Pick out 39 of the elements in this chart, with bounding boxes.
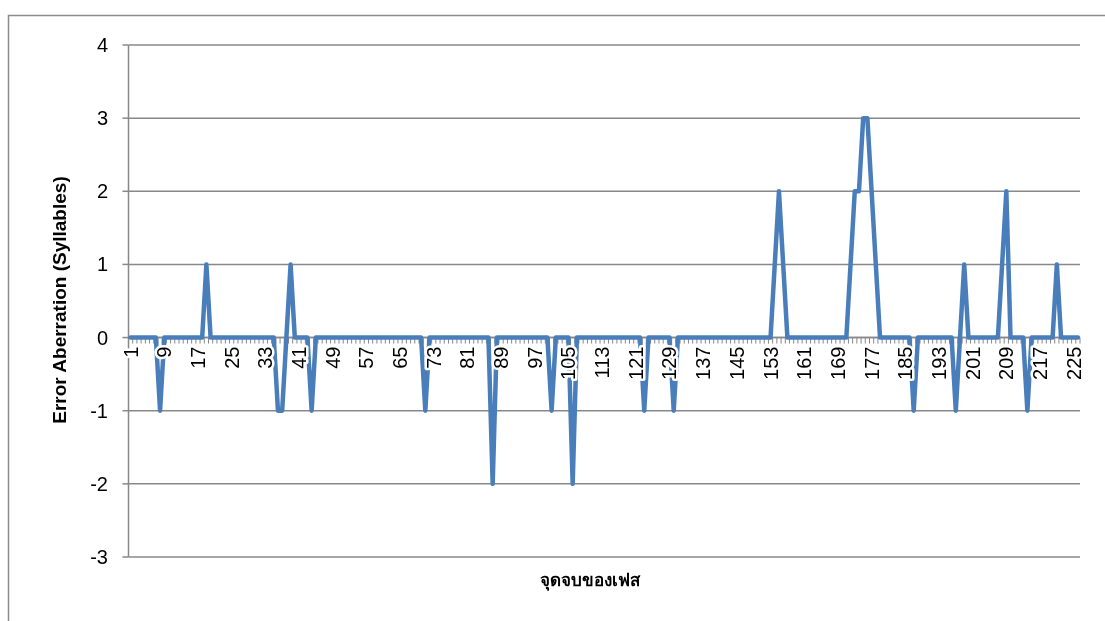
- x-tick-label: 97: [523, 346, 546, 369]
- x-tick-label: 161: [793, 346, 816, 380]
- y-axis-title: Error Aberration (Syllables): [49, 176, 70, 424]
- x-tick-label: 121: [624, 346, 647, 380]
- x-tick-label: 169: [826, 346, 849, 380]
- y-tick-label: 1: [96, 253, 108, 276]
- x-tick-label: 145: [725, 346, 748, 380]
- x-tick-label: 41: [288, 346, 311, 369]
- x-tick-label: 225: [1062, 346, 1085, 380]
- x-tick-label: 209: [995, 346, 1018, 380]
- x-tick-label: 33: [254, 346, 277, 369]
- x-tick-label: 49: [321, 346, 344, 369]
- y-tick-label: 2: [96, 180, 108, 203]
- y-tick-label: 4: [96, 34, 108, 56]
- x-tick-label: 193: [927, 346, 950, 380]
- x-tick-label: 137: [692, 346, 715, 380]
- x-tick-label: 177: [860, 346, 883, 380]
- y-tick-label: 0: [96, 326, 108, 349]
- x-tick-label: 1: [119, 346, 142, 358]
- y-tick-label: -1: [90, 399, 108, 422]
- y-tick-label: 3: [96, 107, 108, 130]
- x-tick-label: 57: [355, 346, 378, 369]
- x-tick-label: 217: [1029, 346, 1051, 380]
- x-tick-label: 105: [557, 346, 580, 380]
- x-tick-label: 65: [389, 346, 412, 369]
- y-tick-label: -2: [90, 472, 108, 495]
- x-tick-label: 73: [422, 346, 445, 369]
- x-tick-label: 17: [186, 346, 209, 369]
- x-tick-label: 25: [220, 346, 243, 369]
- x-axis-title: จุดจบของเฟส: [540, 571, 641, 591]
- x-tick-label: 185: [894, 346, 917, 380]
- x-tick-label: 201: [961, 346, 984, 380]
- x-tick-label: 129: [658, 346, 681, 380]
- x-tick-label: 89: [490, 346, 513, 369]
- x-tick-label: 81: [456, 346, 479, 369]
- x-tick-label: 113: [591, 346, 614, 379]
- x-tick-label: 9: [153, 346, 176, 358]
- y-tick-label: -3: [90, 546, 108, 568]
- x-tick-label: 153: [759, 346, 782, 380]
